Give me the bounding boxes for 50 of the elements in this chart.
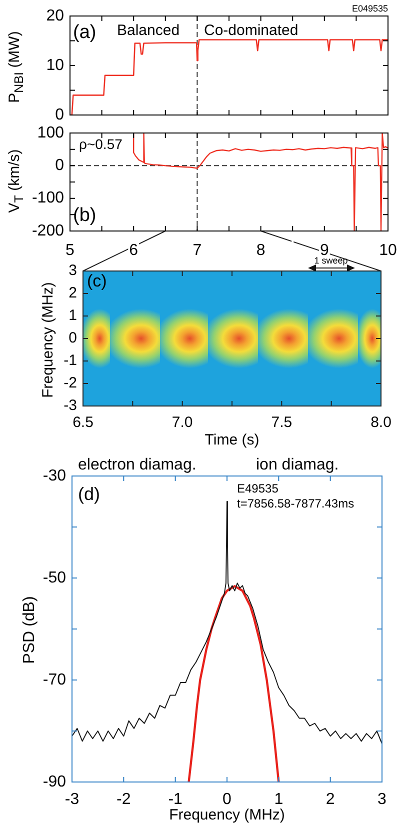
- x-tick-label: -2: [116, 791, 131, 808]
- annotation: Balanced: [117, 22, 180, 40]
- y-tick-label: -90: [42, 773, 66, 790]
- x-tick-label: 2: [326, 791, 335, 808]
- y-tick-label: 0: [68, 330, 77, 347]
- x-tick-label: 0: [222, 791, 232, 808]
- x-axis-title: Time (s): [204, 432, 260, 448]
- y-tick-label: 3: [68, 262, 77, 280]
- x-tick-label: 5: [66, 242, 75, 260]
- x-tick-label: 8.0: [370, 414, 392, 432]
- x-tick-label: -1: [168, 791, 183, 808]
- annotation: ρ~0.57: [79, 136, 123, 152]
- x-tick-label: 10: [379, 242, 397, 260]
- y-axis-title: PSD (dB): [21, 596, 38, 664]
- x-tick-label: 7.5: [271, 414, 292, 432]
- y-tick-label: -1: [64, 352, 77, 370]
- x-tick-label: 6: [129, 242, 138, 260]
- y-tick-label: 2: [68, 284, 77, 302]
- y-tick-label: 0: [55, 157, 64, 174]
- annotation: t=7856.58-7877.43ms: [237, 496, 354, 510]
- y-tick-label: -100: [32, 190, 64, 207]
- x-tick-label: 6.5: [72, 414, 94, 432]
- y-tick-label: 10: [46, 56, 64, 74]
- annotation: (b): [73, 205, 96, 226]
- text: E049535: [352, 3, 388, 14]
- annotation: (c): [87, 272, 107, 291]
- x-tick-label: 9: [320, 242, 329, 260]
- text: ion diamag.: [256, 456, 339, 474]
- annotation: Co-dominated: [204, 22, 298, 40]
- y-tick-label: -50: [42, 569, 66, 586]
- x-tick-label: 3: [378, 791, 387, 808]
- y-tick-label: -200: [32, 222, 64, 240]
- y-tick-label: 0: [55, 106, 64, 124]
- x-tick-label: 7.0: [172, 414, 193, 432]
- annotation: E49535: [237, 481, 279, 496]
- x-axis-title: Frequency (MHz): [169, 806, 285, 824]
- annotation: (a): [73, 22, 96, 44]
- y-tick-label: -30: [42, 467, 66, 484]
- annotation: (d): [78, 484, 100, 504]
- x-tick-label: 8: [256, 242, 266, 260]
- y-tick-label: -70: [42, 671, 66, 688]
- y-tick-label: 100: [37, 124, 64, 142]
- y-tick-label: -2: [64, 374, 77, 392]
- y-axis-title: Frequency (MHz): [40, 282, 56, 398]
- x-tick-label: 1: [274, 791, 284, 808]
- y-tick-label: 20: [46, 7, 64, 24]
- y-tick-label: 1: [68, 307, 77, 324]
- text: electron diamag.: [78, 456, 196, 474]
- y-tick-label: -3: [64, 397, 77, 414]
- x-tick-label: 7: [192, 242, 202, 260]
